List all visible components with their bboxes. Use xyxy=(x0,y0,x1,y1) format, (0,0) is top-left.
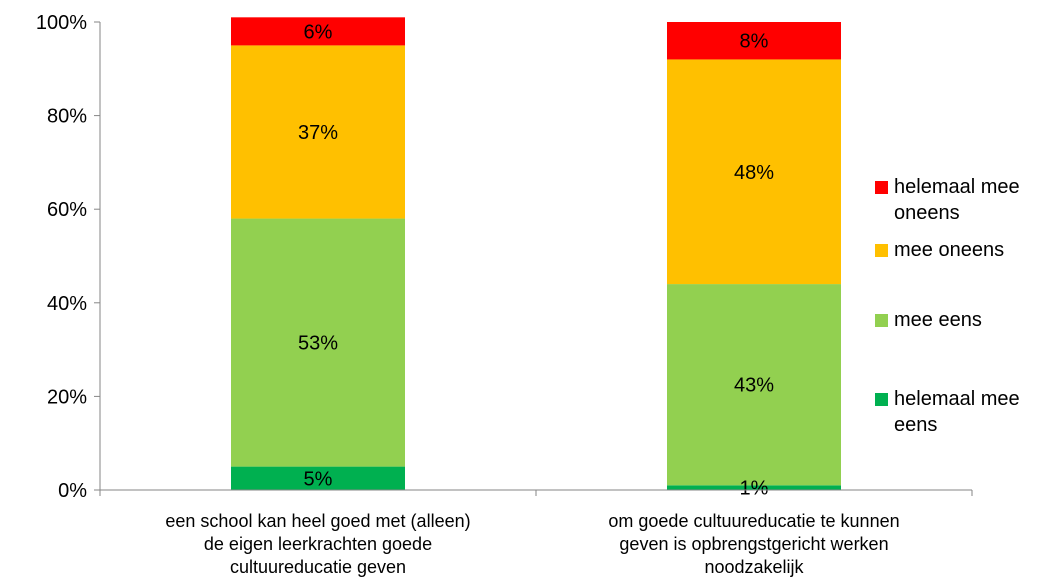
legend-swatch xyxy=(875,314,888,327)
bar-segment xyxy=(231,45,405,219)
legend-label: helemaal mee oneens xyxy=(894,176,1020,224)
bar-segment xyxy=(231,466,405,490)
bar-segment xyxy=(231,218,405,467)
bar-segment xyxy=(667,284,841,486)
legend-swatch xyxy=(875,244,888,257)
y-tick-label: 80% xyxy=(47,106,87,128)
legend-swatch xyxy=(875,181,888,194)
y-tick-label: 100% xyxy=(36,12,87,34)
y-tick-label: 40% xyxy=(47,293,87,315)
legend-item: mee oneens xyxy=(875,239,1004,261)
data-label: 5% xyxy=(304,468,333,490)
legend-label: helemaal mee eens xyxy=(894,388,1020,436)
plot-area: 0% 20% 40% 60% 80% 100% 5% 53% 37% 6% 1% 43% 48% 8% ee… xyxy=(36,12,973,577)
bar-segment xyxy=(231,17,405,46)
legend-item: mee eens xyxy=(875,309,982,331)
y-tick-label: 60% xyxy=(47,199,87,221)
legend-swatch xyxy=(875,393,888,406)
legend-label: mee eens xyxy=(894,309,982,331)
bar-segment xyxy=(667,59,841,285)
data-label: 53% xyxy=(298,333,338,355)
x-tick-label: om goede cultuureducatie te kunnen geven … xyxy=(608,511,899,577)
data-label: 8% xyxy=(740,31,769,53)
x-tick-label: een school kan heel goed met (alleen) de … xyxy=(165,511,470,577)
legend-item: helemaal mee oneens xyxy=(875,176,1020,224)
data-label: 43% xyxy=(734,375,774,397)
legend-item: helemaal mee eens xyxy=(875,388,1020,436)
legend: helemaal mee oneens mee oneens mee eens hele… xyxy=(875,176,1020,436)
data-label: 6% xyxy=(304,21,333,43)
y-tick-label: 20% xyxy=(47,386,87,408)
y-tick-label: 0% xyxy=(58,480,87,502)
data-label: 48% xyxy=(734,162,774,184)
data-label: 37% xyxy=(298,122,338,144)
data-label: 1% xyxy=(740,478,769,500)
bar-segment xyxy=(667,485,841,490)
legend-label: mee oneens xyxy=(894,239,1004,261)
bar-segment xyxy=(667,22,841,60)
